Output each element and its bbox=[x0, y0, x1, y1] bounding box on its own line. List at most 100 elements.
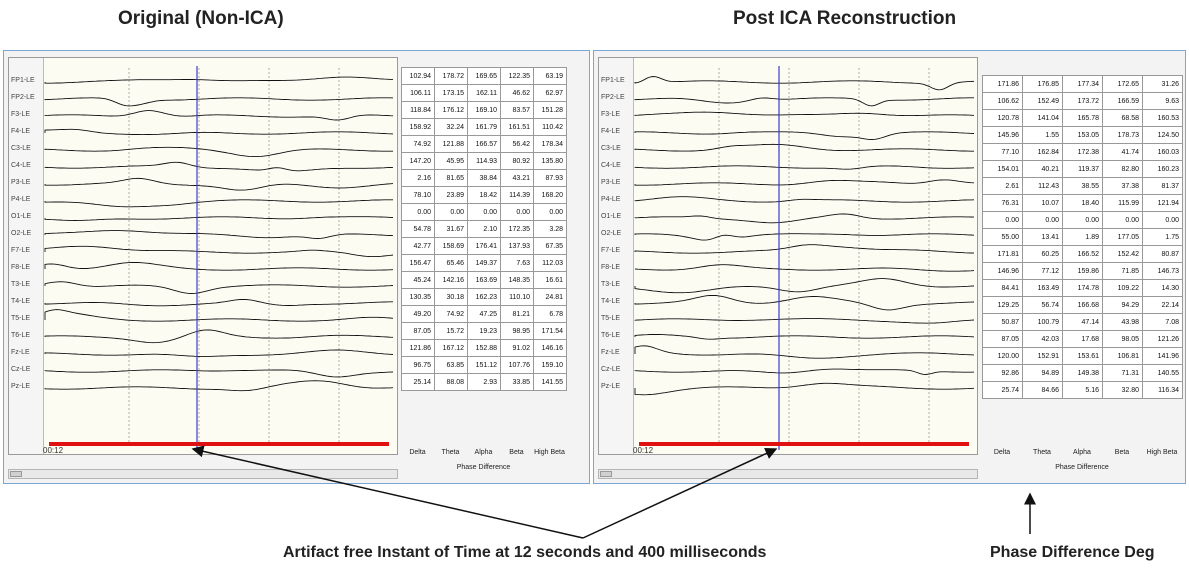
channel-label: Pz-LE bbox=[11, 383, 31, 390]
phase-value-cell: 24.81 bbox=[533, 288, 567, 306]
channel-label: T6-LE bbox=[11, 332, 31, 339]
phase-table-row: 55.00 13.41 1.89 177.05 1.75 bbox=[982, 228, 1183, 246]
channel-label: Fz-LE bbox=[11, 349, 30, 356]
phase-table-row: 92.86 94.89 149.38 71.31 140.55 bbox=[982, 364, 1183, 382]
phase-table-row: 171.81 60.25 166.52 152.42 80.87 bbox=[982, 245, 1183, 263]
right-phase-label: Phase Difference bbox=[1055, 464, 1109, 471]
left-scroll-thumb[interactable] bbox=[10, 471, 22, 477]
left-time-label: 00:12 bbox=[43, 446, 64, 455]
eeg-trace bbox=[634, 278, 975, 294]
eeg-trace bbox=[634, 111, 975, 117]
eeg-trace bbox=[634, 345, 975, 359]
band-header: Theta bbox=[1033, 449, 1051, 456]
arrow-to-right-cursor bbox=[582, 447, 778, 539]
eeg-trace bbox=[44, 245, 394, 258]
phase-table-row: 147.20 45.95 114.93 80.92 135.80 bbox=[401, 152, 567, 170]
eeg-trace bbox=[634, 264, 975, 272]
channel-label: O2-LE bbox=[601, 230, 622, 237]
eeg-trace bbox=[44, 146, 393, 158]
phase-table-row: 120.78 141.04 165.78 68.58 160.53 bbox=[982, 109, 1183, 127]
channel-label: O1-LE bbox=[601, 213, 622, 220]
band-header: Beta bbox=[1114, 449, 1130, 456]
eeg-trace bbox=[634, 179, 975, 186]
phase-table-row: 145.96 1.55 153.05 178.73 124.50 bbox=[982, 126, 1183, 144]
channel-label: F4-LE bbox=[601, 128, 621, 135]
channel-label: P3-LE bbox=[601, 179, 621, 186]
right-phase-table: 171.86 176.85 177.34 172.65 31.26 106.62 152.4… bbox=[982, 75, 1183, 399]
left-horizontal-scrollbar[interactable] bbox=[8, 469, 398, 479]
left-phase-label: Phase Difference bbox=[456, 464, 511, 471]
eeg-trace bbox=[634, 294, 975, 311]
channel-label: P3-LE bbox=[11, 179, 31, 186]
channel-label: F7-LE bbox=[601, 247, 621, 254]
phase-table-row: 76.31 10.07 18.40 115.99 121.94 bbox=[982, 194, 1183, 212]
channel-label: P4-LE bbox=[11, 196, 31, 203]
phase-table-row: 84.41 163.49 174.78 109.22 14.30 bbox=[982, 279, 1183, 297]
eeg-trace bbox=[634, 131, 975, 140]
arrow-to-left-cursor bbox=[191, 445, 584, 539]
left-channel-label-column: FP1-LE FP2-LE F3-LE F4-LE C3-LE C4-LE P3-LE P4-… bbox=[9, 58, 44, 454]
left-panel-title: Original (Non-ICA) bbox=[118, 8, 284, 29]
phase-value-cell: 116.34 bbox=[1142, 381, 1183, 399]
artifact-caption: Artifact free Instant of Time at 12 seco… bbox=[283, 544, 767, 561]
phase-table-row: 42.77 158.69 176.41 137.93 67.35 bbox=[401, 237, 567, 255]
channel-label: P4-LE bbox=[601, 196, 621, 203]
phase-table-row: 156.47 65.46 149.37 7.63 112.03 bbox=[401, 254, 567, 272]
channel-label: F3-LE bbox=[11, 111, 31, 118]
channel-label: T4-LE bbox=[11, 298, 31, 305]
left-phase-table: 102.94 178.72 169.65 122.35 63.19 106.11 173.1… bbox=[401, 67, 567, 391]
left-eeg-trace-area[interactable]: FP1-LE FP2-LE F3-LE F4-LE C3-LE C4-LE P3-LE P4-… bbox=[8, 57, 398, 455]
eeg-trace bbox=[634, 76, 975, 91]
channel-label: T5-LE bbox=[601, 315, 621, 322]
channel-label: F8-LE bbox=[601, 264, 621, 271]
eeg-trace bbox=[634, 333, 975, 340]
phase-table-row: 158.92 32.24 161.79 161.51 110.42 bbox=[401, 118, 567, 136]
phase-table-row: 25.74 84.66 5.16 32.80 116.34 bbox=[982, 381, 1183, 399]
right-channel-label-column: FP1-LE FP2-LE F3-LE F4-LE C3-LE C4-LE P3-LE P4-… bbox=[599, 58, 634, 454]
time-range-bar bbox=[49, 442, 389, 446]
band-header: Beta bbox=[509, 449, 524, 456]
phase-table-row: 120.00 152.91 153.61 106.81 141.96 bbox=[982, 347, 1183, 365]
phase-table-row: 78.10 23.89 18.42 114.39 168.20 bbox=[401, 186, 567, 204]
phase-table-row: 50.87 100.79 47.14 43.98 7.08 bbox=[982, 313, 1183, 331]
eeg-trace bbox=[44, 177, 394, 191]
right-eeg-window: FP1-LE FP2-LE F3-LE F4-LE C3-LE C4-LE P3-LE P4-… bbox=[593, 50, 1186, 484]
eeg-trace bbox=[44, 281, 394, 294]
channel-label: T3-LE bbox=[11, 281, 31, 288]
band-header: Delta bbox=[993, 449, 1011, 456]
channel-label: FP2-LE bbox=[601, 94, 625, 101]
eeg-trace bbox=[44, 128, 394, 136]
phase-caption: Phase Difference Deg bbox=[990, 544, 1155, 561]
phase-table-row: 106.11 173.15 162.11 46.62 62.97 bbox=[401, 84, 567, 102]
eeg-trace bbox=[44, 110, 394, 121]
channel-label: T5-LE bbox=[11, 315, 31, 322]
eeg-trace bbox=[634, 143, 974, 152]
phase-table-row: 87.05 42.03 17.68 98.05 121.26 bbox=[982, 330, 1183, 348]
channel-label: F7-LE bbox=[11, 247, 31, 254]
channel-label: Pz-LE bbox=[601, 383, 621, 390]
eeg-trace bbox=[634, 196, 975, 203]
right-scroll-thumb[interactable] bbox=[600, 471, 612, 477]
phase-table-row: 0.00 0.00 0.00 0.00 0.00 bbox=[401, 203, 567, 221]
band-header: High Beta bbox=[1146, 449, 1178, 456]
eeg-trace bbox=[44, 329, 394, 344]
band-header: High Beta bbox=[534, 449, 565, 456]
eeg-trace bbox=[44, 380, 394, 392]
phase-table-row: 2.16 81.65 38.84 43.21 87.93 bbox=[401, 169, 567, 187]
eeg-trace bbox=[44, 199, 393, 208]
right-horizontal-scrollbar[interactable] bbox=[598, 469, 978, 479]
channel-label: FP1-LE bbox=[11, 77, 35, 84]
channel-label: F4-LE bbox=[11, 128, 31, 135]
right-eeg-traces bbox=[634, 66, 975, 450]
eeg-trace bbox=[44, 161, 394, 172]
right-time-label: 00:12 bbox=[633, 446, 654, 455]
right-eeg-trace-area[interactable]: FP1-LE FP2-LE F3-LE F4-LE C3-LE C4-LE P3-LE P4-… bbox=[598, 57, 978, 455]
left-eeg-traces bbox=[44, 66, 394, 450]
right-panel-title: Post ICA Reconstruction bbox=[733, 8, 957, 29]
band-header: Alpha bbox=[474, 449, 493, 456]
eeg-trace bbox=[44, 369, 394, 378]
eeg-trace bbox=[44, 298, 393, 307]
phase-table-row: 0.00 0.00 0.00 0.00 0.00 bbox=[982, 211, 1183, 229]
phase-value-cell: 33.85 bbox=[500, 373, 534, 391]
